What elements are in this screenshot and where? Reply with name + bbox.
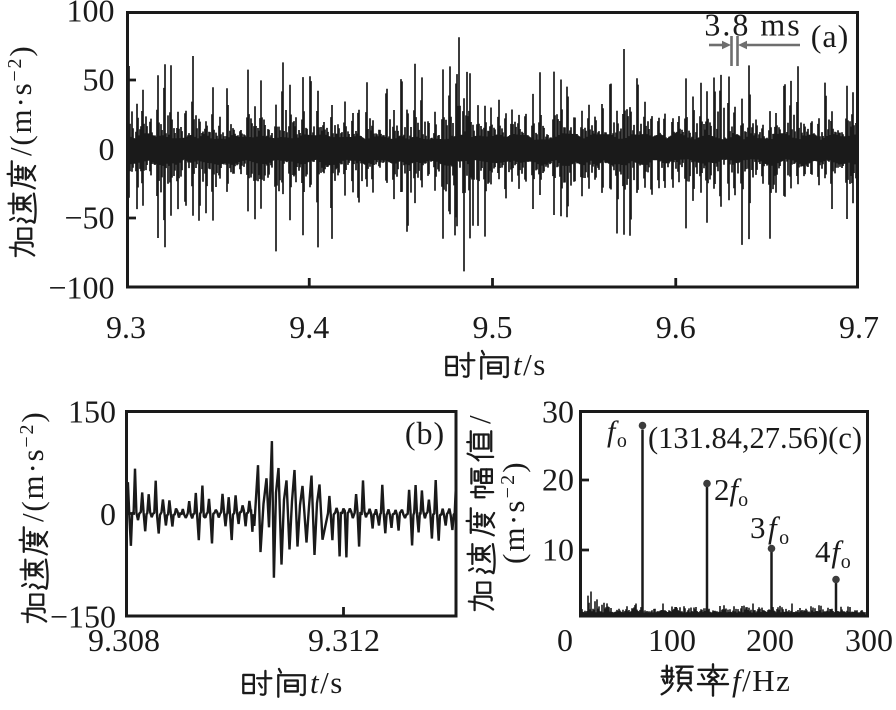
svg-text:−150: −150: [50, 599, 116, 635]
svg-text:/(m·s−2): /(m·s−2): [15, 411, 50, 522]
svg-text:50: 50: [83, 62, 115, 98]
svg-text:(b): (b): [405, 415, 445, 451]
svg-text:(a): (a): [811, 18, 850, 54]
svg-text:t/s: t/s: [310, 665, 344, 700]
svg-text:f/Hz: f/Hz: [732, 663, 791, 698]
svg-text:150: 150: [68, 394, 116, 430]
svg-text:−50: −50: [64, 200, 114, 236]
svg-text:30: 30: [542, 394, 574, 430]
svg-text:t/s: t/s: [513, 347, 547, 382]
svg-text:100: 100: [67, 0, 115, 29]
svg-text:9.7: 9.7: [839, 309, 879, 345]
svg-text:0: 0: [557, 622, 573, 658]
svg-text:300: 300: [845, 622, 893, 658]
svg-text:9.6: 9.6: [656, 309, 696, 345]
svg-text:20: 20: [542, 462, 574, 498]
svg-text:(131.84,27.56)(c): (131.84,27.56)(c): [648, 420, 862, 455]
svg-text:0: 0: [99, 131, 115, 167]
svg-text:fo: fo: [607, 415, 628, 452]
svg-text:100: 100: [648, 622, 696, 658]
svg-text:9.4: 9.4: [289, 309, 329, 345]
svg-text:/(m·s−2): /(m·s−2): [3, 45, 38, 156]
svg-text:9.5: 9.5: [473, 309, 513, 345]
svg-text:/: /: [462, 415, 497, 424]
svg-text:−100: −100: [48, 270, 114, 306]
svg-text:3.8 ms: 3.8 ms: [704, 7, 801, 43]
svg-text:10: 10: [542, 532, 574, 568]
svg-text:9.312: 9.312: [308, 622, 380, 658]
svg-text:0: 0: [100, 496, 116, 532]
svg-text:200: 200: [746, 622, 794, 658]
svg-text:9.308: 9.308: [88, 622, 160, 658]
svg-text:9.3: 9.3: [106, 309, 146, 345]
